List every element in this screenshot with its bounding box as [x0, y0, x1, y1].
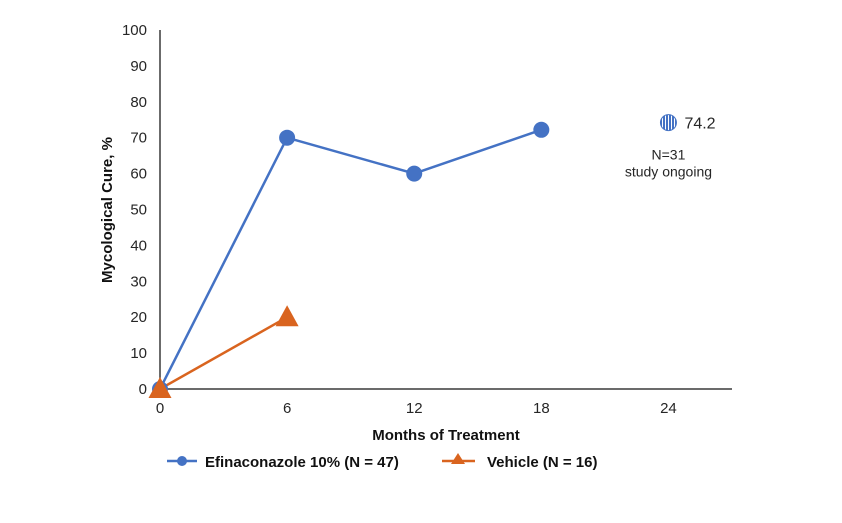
data-point-efinaconazole — [406, 165, 423, 182]
series-line-efinaconazole — [158, 128, 542, 390]
data-point-efinaconazole — [533, 121, 550, 138]
y-axis-ticks: 0 10 20 30 40 50 60 70 80 90 100 — [122, 22, 147, 398]
x-tick-label: 0 — [156, 400, 164, 417]
y-tick-label: 30 — [130, 273, 147, 290]
data-point-vehicle — [148, 377, 172, 398]
legend-item-efinaconazole: Efinaconazole 10% (N = 47) — [167, 454, 399, 471]
data-point-vehicle — [275, 305, 299, 327]
annotation-marker — [659, 114, 677, 132]
y-tick-label: 40 — [130, 237, 147, 254]
x-axis-title: Months of Treatment — [372, 427, 520, 444]
legend-triangle-marker-icon — [451, 453, 465, 464]
y-tick-label: 90 — [130, 58, 147, 75]
x-tick-label: 6 — [283, 400, 291, 417]
annotation-status: study ongoing — [625, 164, 712, 180]
legend: Efinaconazole 10% (N = 47) Vehicle (N = … — [167, 453, 597, 471]
y-tick-label: 10 — [130, 345, 147, 362]
x-axis-ticks: 0 6 12 18 24 — [156, 400, 677, 417]
legend-label-efinaconazole: Efinaconazole 10% (N = 47) — [205, 454, 399, 471]
y-tick-label: 50 — [130, 202, 147, 219]
y-tick-label: 100 — [122, 22, 147, 39]
x-tick-label: 18 — [533, 400, 550, 417]
x-tick-label: 12 — [406, 400, 423, 417]
legend-item-vehicle: Vehicle (N = 16) — [442, 453, 597, 471]
y-tick-label: 20 — [130, 309, 147, 326]
x-tick-label: 24 — [660, 400, 677, 417]
series-line-vehicle — [159, 316, 288, 391]
y-tick-label: 70 — [130, 130, 147, 147]
y-axis-title: Mycological Cure, % — [99, 137, 116, 283]
y-tick-label: 0 — [139, 381, 147, 398]
data-point-efinaconazole — [279, 129, 296, 146]
legend-circle-marker-icon — [177, 456, 187, 466]
annotation-value: 74.2 — [684, 116, 715, 133]
annotation-n: N=31 — [652, 147, 686, 163]
annotation: 74.2 N=31 study ongoing — [625, 114, 716, 180]
y-tick-label: 80 — [130, 94, 147, 111]
series-layer — [148, 121, 550, 398]
y-tick-label: 60 — [130, 166, 147, 183]
legend-label-vehicle: Vehicle (N = 16) — [487, 454, 597, 471]
